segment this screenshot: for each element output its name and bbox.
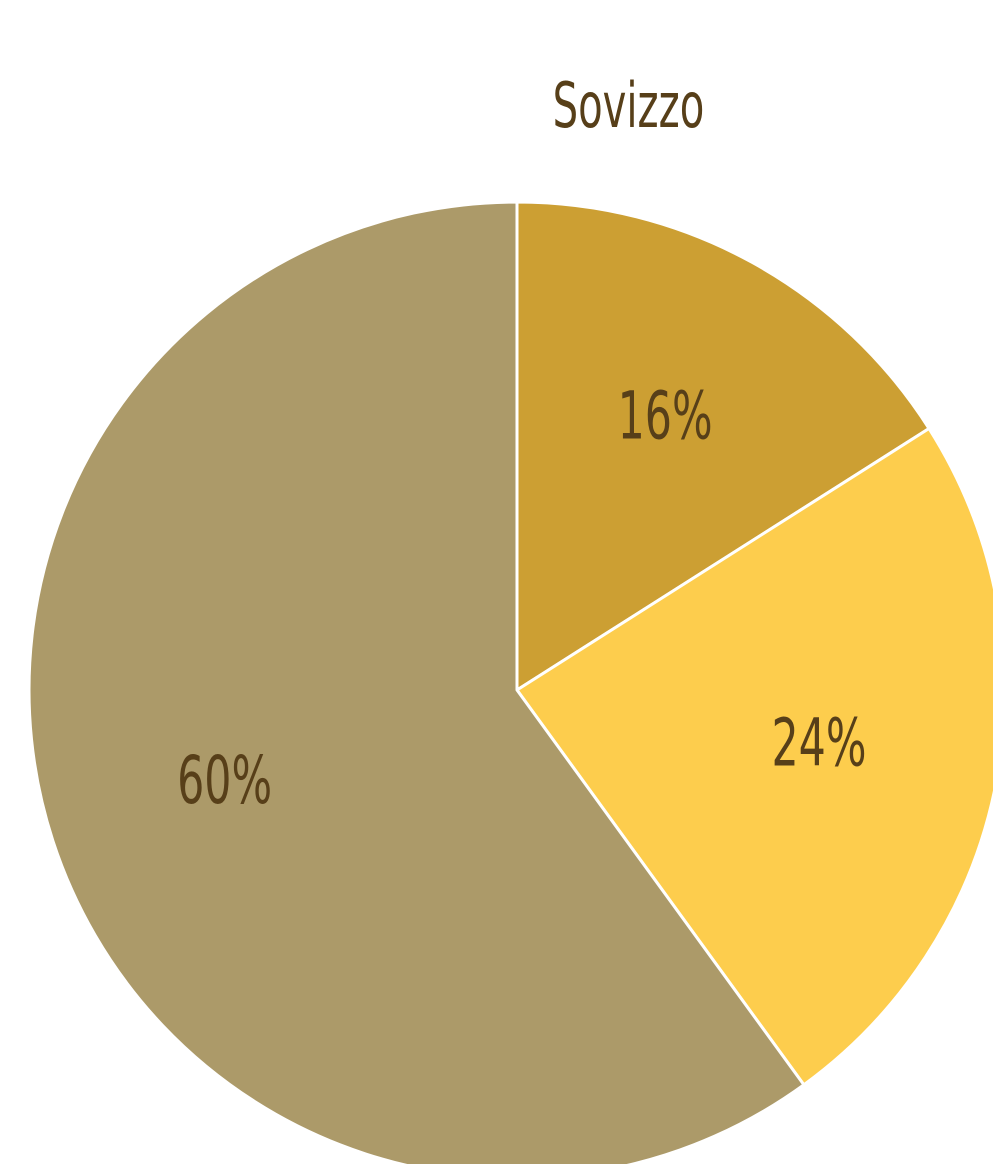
pie-slice	[515, 200, 931, 692]
slice-label: 16%	[618, 378, 713, 455]
pie-slice	[515, 427, 993, 1087]
pie-slice	[27, 200, 806, 1164]
chart-title: Sovizzo	[553, 69, 705, 141]
slice-label: 24%	[771, 705, 866, 782]
slice-label: 60%	[177, 742, 272, 819]
